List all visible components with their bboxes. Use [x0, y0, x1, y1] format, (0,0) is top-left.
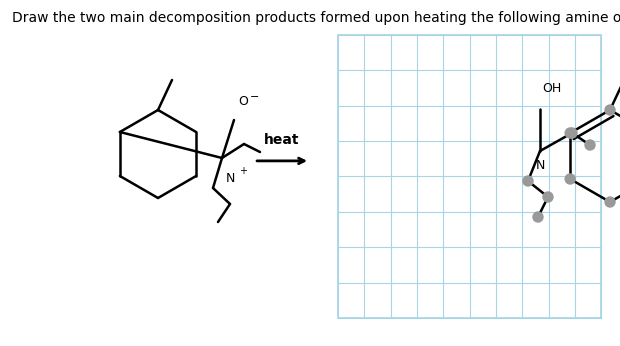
Circle shape	[605, 105, 615, 115]
Text: N: N	[226, 172, 236, 185]
Circle shape	[543, 192, 553, 202]
Circle shape	[585, 140, 595, 150]
Text: heat: heat	[264, 133, 300, 147]
Text: N: N	[535, 159, 545, 172]
Circle shape	[533, 212, 543, 222]
Circle shape	[565, 174, 575, 184]
Circle shape	[565, 128, 575, 138]
Circle shape	[605, 197, 615, 207]
Text: O: O	[238, 95, 248, 108]
Circle shape	[523, 176, 533, 186]
Text: +: +	[239, 166, 247, 176]
Circle shape	[567, 128, 577, 138]
Text: OH: OH	[542, 82, 561, 95]
Text: −: −	[250, 92, 259, 102]
Bar	[338, 35, 601, 318]
Text: Draw the two main decomposition products formed upon heating the following amine: Draw the two main decomposition products…	[12, 11, 620, 25]
